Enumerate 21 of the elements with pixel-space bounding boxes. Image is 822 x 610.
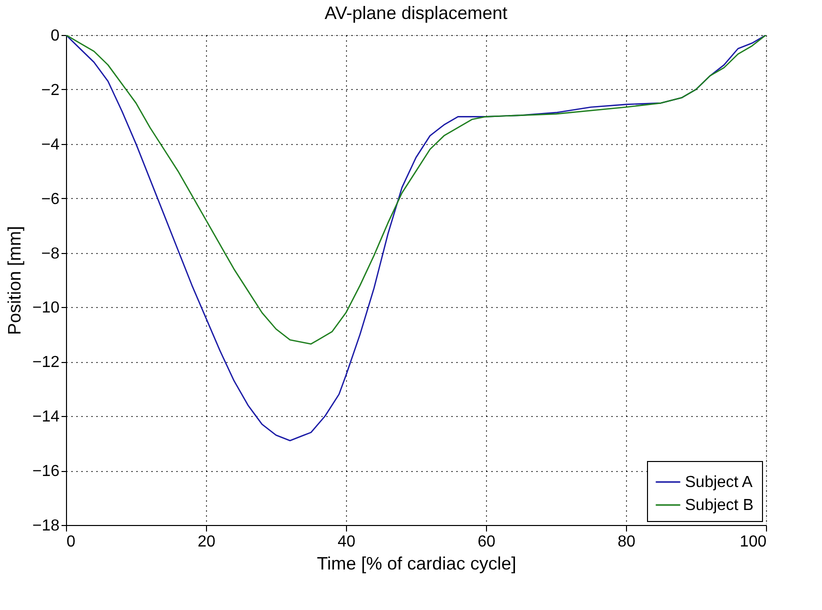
legend-label: Subject B <box>685 497 754 514</box>
x-tick-label: 80 <box>618 534 636 550</box>
y-tick-label: −14 <box>32 408 60 426</box>
x-tick-label: 100 <box>740 534 767 550</box>
chart-title: AV-plane displacement <box>324 3 508 23</box>
x-tick-label: 20 <box>198 534 216 550</box>
legend-label: Subject A <box>685 474 753 491</box>
x-tick-label: 40 <box>338 534 356 550</box>
y-tick-label: −2 <box>41 82 60 99</box>
y-tick-label: −10 <box>32 300 60 317</box>
x-tick-label: 60 <box>478 534 496 550</box>
y-axis-title: Position [mm] <box>4 226 24 336</box>
y-tick-label: −8 <box>41 245 60 262</box>
y-tick-label: −6 <box>41 190 60 208</box>
y-tick-label: 0 <box>50 28 60 44</box>
y-tick-label: −16 <box>32 463 60 480</box>
y-tick-label: −18 <box>32 518 60 534</box>
y-tick-label: −12 <box>32 354 60 372</box>
x-tick-label: 0 <box>66 534 76 550</box>
x-axis-title: Time [% of cardiac cycle] <box>316 554 516 574</box>
y-tick-label: −4 <box>41 136 60 154</box>
